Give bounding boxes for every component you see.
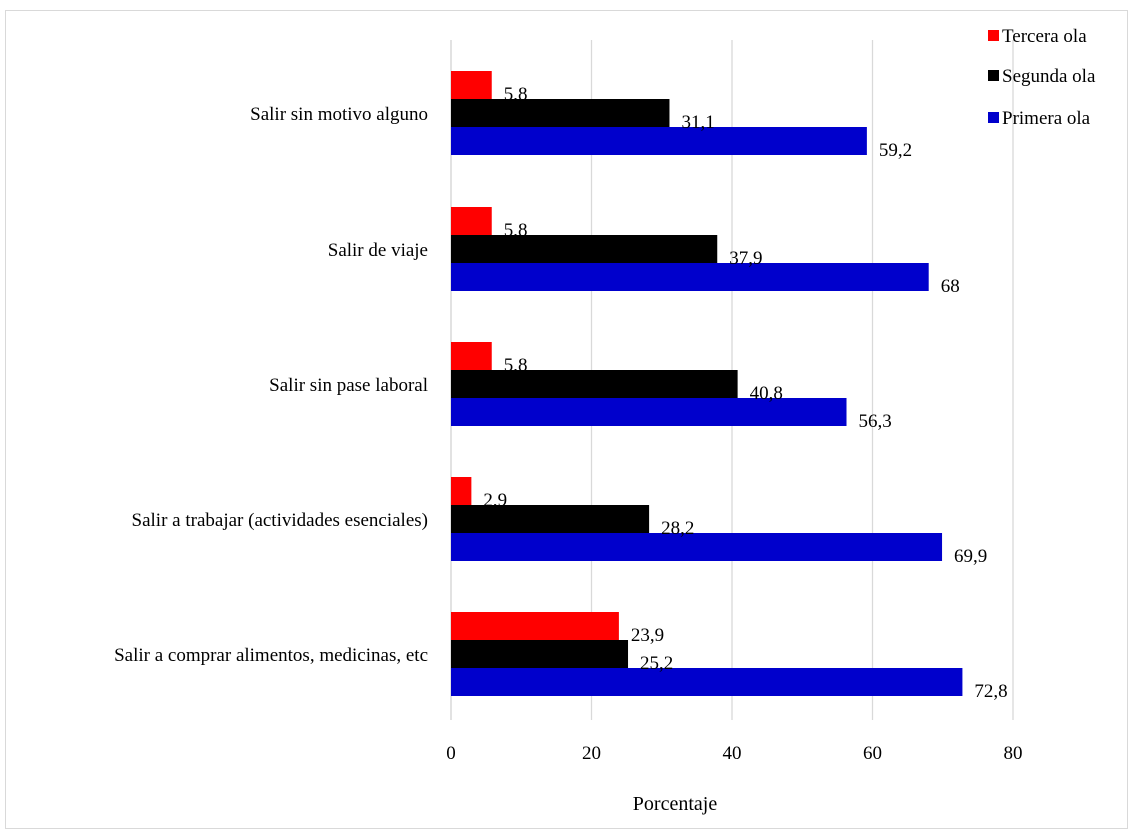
- label-layer: 0 20 40 60 80 Salir sin motivo alguno 5,8 31,1 5…: [114, 84, 1022, 764]
- legend-label: Tercera ola: [1002, 26, 1087, 47]
- data-label: 2,9: [483, 490, 507, 511]
- data-label: 72,8: [974, 681, 1007, 702]
- bar-primera-ola: [451, 668, 963, 696]
- bar-tercera-ola: [451, 342, 492, 370]
- x-axis-title: Porcentaje: [633, 793, 718, 815]
- category-label: Salir sin motivo alguno: [250, 104, 428, 125]
- legend-swatch: [988, 70, 999, 81]
- bar-primera-ola: [451, 398, 847, 426]
- x-tick-label: 80: [1004, 743, 1023, 764]
- legend-label: Primera ola: [1002, 108, 1091, 129]
- data-label: 68: [941, 276, 960, 297]
- x-tick-label: 40: [723, 743, 742, 764]
- data-label: 23,9: [631, 625, 664, 646]
- bar-layer: [451, 71, 963, 696]
- data-label: 25,2: [640, 653, 673, 674]
- legend-label: Segunda ola: [1002, 66, 1096, 87]
- data-label: 31,1: [681, 112, 714, 133]
- legend-swatch: [988, 30, 999, 41]
- data-label: 5,8: [504, 355, 528, 376]
- legend: Tercera ola Segunda ola Primera ola: [988, 26, 1096, 129]
- category-label: Salir a comprar alimentos, medicinas, et…: [114, 645, 428, 666]
- x-tick-label: 20: [582, 743, 601, 764]
- data-label: 5,8: [504, 220, 528, 241]
- data-label: 28,2: [661, 518, 694, 539]
- bar-tercera-ola: [451, 477, 472, 505]
- data-label: 40,8: [750, 383, 783, 404]
- category-label: Salir a trabajar (actividades esenciales…: [132, 510, 428, 531]
- bar-segunda-ola: [451, 370, 738, 398]
- bar-segunda-ola: [451, 640, 629, 668]
- bar-segunda-ola: [451, 235, 718, 263]
- bar-primera-ola: [451, 127, 867, 155]
- x-tick-label: 60: [863, 743, 882, 764]
- x-tick-label: 0: [446, 743, 456, 764]
- data-label: 37,9: [729, 248, 762, 269]
- bar-segunda-ola: [451, 505, 650, 533]
- data-label: 56,3: [859, 411, 892, 432]
- legend-swatch: [988, 112, 999, 123]
- data-label: 69,9: [954, 546, 987, 567]
- bar-primera-ola: [451, 533, 943, 561]
- bar-tercera-ola: [451, 612, 619, 640]
- category-label: Salir de viaje: [328, 240, 428, 261]
- data-label: 5,8: [504, 84, 528, 105]
- bar-tercera-ola: [451, 71, 492, 99]
- bar-primera-ola: [451, 263, 929, 291]
- bar-segunda-ola: [451, 99, 670, 127]
- bar-tercera-ola: [451, 207, 492, 235]
- category-label: Salir sin pase laboral: [269, 375, 428, 396]
- data-label: 59,2: [879, 140, 912, 161]
